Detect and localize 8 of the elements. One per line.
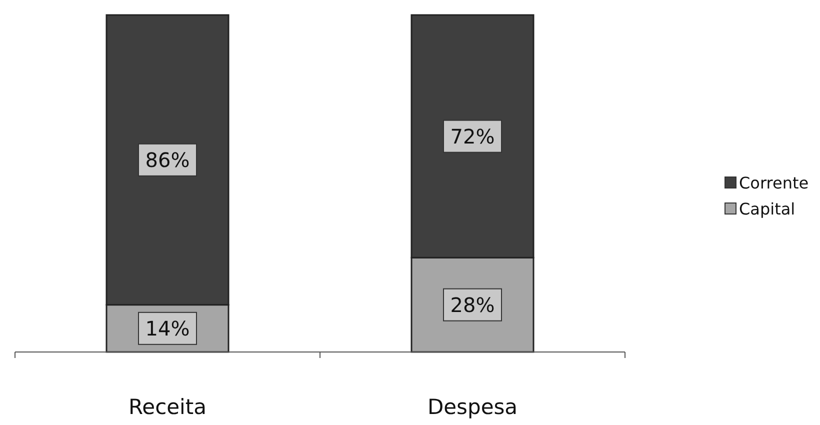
data-label: 28% bbox=[450, 292, 495, 317]
data-label: 14% bbox=[145, 316, 190, 340]
data-label: 72% bbox=[450, 124, 495, 148]
data-label: 86% bbox=[145, 148, 190, 172]
x-tick-label: Receita bbox=[128, 395, 206, 419]
legend-label: Capital bbox=[739, 200, 796, 218]
legend-label: Corrente bbox=[739, 174, 809, 192]
x-tick-label: Despesa bbox=[427, 395, 518, 419]
